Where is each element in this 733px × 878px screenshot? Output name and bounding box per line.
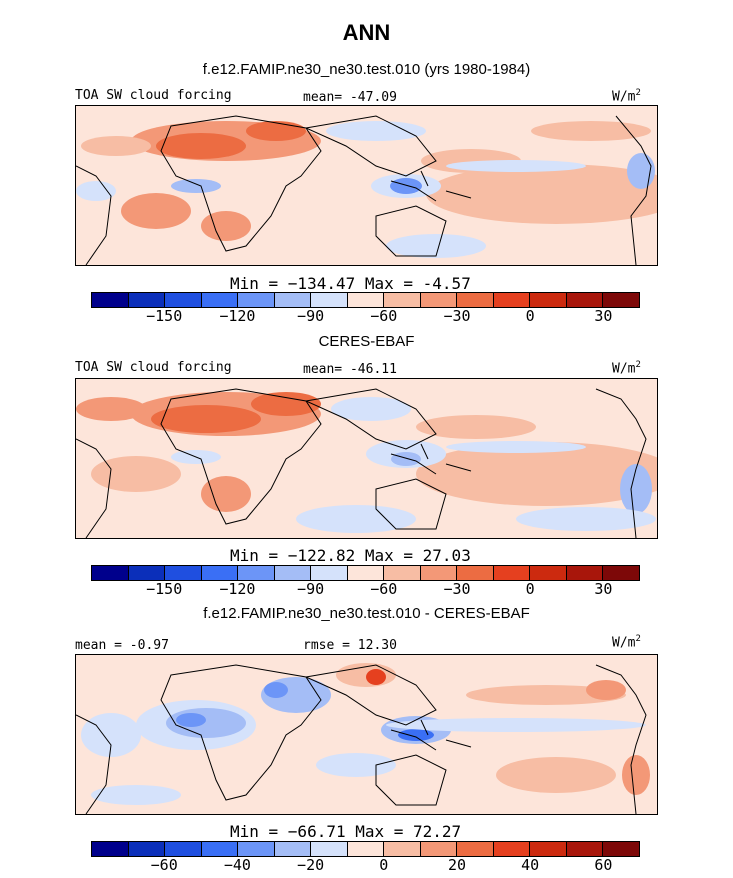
colorbar-tick-label: 30 [594,307,613,325]
colorbar-tick-label: 40 [521,856,540,874]
colorbar-swatch [493,566,531,580]
colorbar-tick-label: −120 [219,580,256,598]
panel3-colorbar [91,841,640,857]
colorbar-swatch [420,293,458,307]
panel2-minmax: Min = −122.82 Max = 27.03 [230,546,471,565]
colorbar-swatch [92,842,129,856]
panel3-rmse-label: rmse = 12.30 [303,638,397,653]
colorbar-swatch [384,842,421,856]
colorbar-swatch [566,842,604,856]
colorbar-tick-label: 0 [525,307,535,325]
panel1-mean-label: mean= -47.09 [303,90,397,105]
colorbar-swatch [457,566,494,580]
colorbar-swatch [566,566,604,580]
colorbar-swatch [530,566,567,580]
colorbar-swatch [274,293,312,307]
colorbar-swatch [128,566,166,580]
colorbar-swatch [603,842,639,856]
colorbar-swatch [603,566,639,580]
colorbar-swatch [238,842,275,856]
colorbar-swatch [420,566,458,580]
colorbar-swatch [238,293,275,307]
colorbar-swatch [384,293,421,307]
colorbar-tick-label: 0 [525,580,535,598]
colorbar-swatch [457,293,494,307]
colorbar-swatch [347,293,385,307]
panel1-map [75,105,658,266]
panel3-colorbar-ticks: −60 −40 −20 0 20 40 60 [91,856,640,876]
colorbar-swatch [201,842,239,856]
colorbar-swatch [566,293,604,307]
colorbar-swatch [165,566,202,580]
panel2-variable-label: TOA SW cloud forcing [75,360,232,375]
colorbar-swatch [530,842,567,856]
colorbar-swatch [165,293,202,307]
colorbar-swatch [201,566,239,580]
colorbar-swatch [128,842,166,856]
colorbar-swatch [274,566,312,580]
colorbar-swatch [530,293,567,307]
colorbar-swatch [311,842,348,856]
panel1-variable-label: TOA SW cloud forcing [75,88,232,103]
colorbar-swatch [92,293,129,307]
colorbar-swatch [128,293,166,307]
colorbar-tick-label: −40 [223,856,251,874]
panel1-title: f.e12.FAMIP.ne30_ne30.test.010 (yrs 1980… [202,61,531,78]
main-title: ANN [342,20,391,45]
panel2-units: W/m2 [612,360,641,377]
colorbar-tick-label: 30 [594,580,613,598]
colorbar-tick-label: −20 [297,856,325,874]
panel2-colorbar-ticks: −150 −120 −90 −60 −30 0 30 [91,580,640,600]
colorbar-tick-label: −60 [370,307,398,325]
panel2-colorbar [91,565,640,581]
colorbar-tick-label: −120 [219,307,256,325]
panel1-units: W/m2 [612,88,641,105]
panel1-colorbar-ticks: −150 −120 −90 −60 −30 0 30 [91,307,640,327]
colorbar-swatch [347,566,385,580]
colorbar-tick-label: −60 [370,580,398,598]
colorbar-tick-label: −150 [146,307,183,325]
panel3-title: f.e12.FAMIP.ne30_ne30.test.010 - CERES-E… [203,605,530,622]
colorbar-swatch [603,293,639,307]
panel1-minmax: Min = −134.47 Max = -4.57 [230,274,471,293]
colorbar-swatch [311,293,348,307]
colorbar-tick-label: 60 [594,856,613,874]
colorbar-tick-label: −150 [146,580,183,598]
colorbar-swatch [92,566,129,580]
panel3-mean-label: mean = -0.97 [75,638,169,653]
colorbar-swatch [347,842,385,856]
panel1-colorbar [91,292,640,308]
panel2-mean-label: mean= -46.11 [303,362,397,377]
colorbar-swatch [384,566,421,580]
colorbar-swatch [420,842,458,856]
colorbar-swatch [493,842,531,856]
colorbar-swatch [311,566,348,580]
panel2-title: CERES-EBAF [318,333,415,350]
colorbar-tick-label: 0 [379,856,389,874]
panel3-units: W/m2 [612,634,641,651]
colorbar-tick-label: −30 [443,307,471,325]
colorbar-swatch [165,842,202,856]
colorbar-tick-label: −60 [150,856,178,874]
colorbar-swatch [457,842,494,856]
colorbar-swatch [201,293,239,307]
colorbar-swatch [274,842,312,856]
colorbar-tick-label: 20 [447,856,467,874]
panel2-map [75,378,658,539]
colorbar-tick-label: −90 [297,307,325,325]
panel3-minmax: Min = −66.71 Max = 72.27 [230,822,462,841]
colorbar-swatch [238,566,275,580]
panel3-map [75,654,658,815]
colorbar-tick-label: −30 [443,580,471,598]
colorbar-swatch [493,293,531,307]
colorbar-tick-label: −90 [297,580,325,598]
